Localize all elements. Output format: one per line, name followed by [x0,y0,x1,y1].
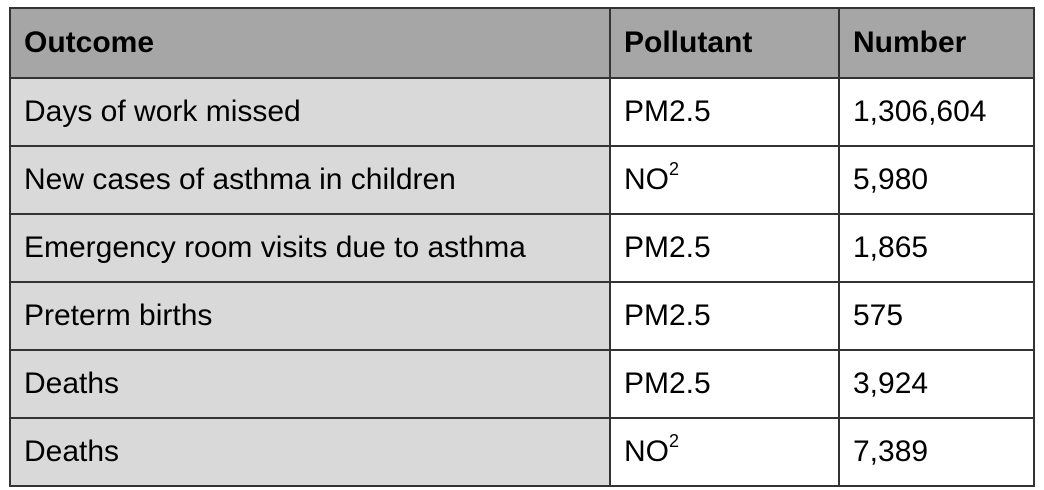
pollutant-text: NO [624,163,669,196]
table-container: Outcome Pollutant Number Days of work mi… [9,7,1035,487]
outcome-cell: Deaths [9,417,611,487]
table-row: Preterm births PM2.5 575 [9,281,1035,351]
pollutant-cell: PM2.5 [609,213,840,283]
number-cell: 5,980 [838,145,1035,215]
number-cell: 575 [838,281,1035,351]
table-row: New cases of asthma in children NO2 5,98… [9,145,1035,215]
pollutant-text: PM2.5 [624,367,711,400]
pollutant-cell: PM2.5 [609,77,840,147]
pollutant-cell: PM2.5 [609,349,840,419]
pollutant-text: PM2.5 [624,299,711,332]
table-row: Deaths NO2 7,389 [9,417,1035,487]
header-row: Outcome Pollutant Number [9,7,1035,79]
pollutant-superscript: 2 [669,159,680,179]
table-header: Outcome Pollutant Number [9,7,1035,79]
pollutant-text: PM2.5 [624,231,711,264]
pollutant-cell: PM2.5 [609,281,840,351]
outcome-cell: Days of work missed [9,77,611,147]
table-body: Days of work missed PM2.5 1,306,604 New … [9,77,1035,487]
outcome-cell: New cases of asthma in children [9,145,611,215]
pollutant-cell: NO2 [609,417,840,487]
outcome-cell: Preterm births [9,281,611,351]
outcome-cell: Emergency room visits due to asthma [9,213,611,283]
table-row: Deaths PM2.5 3,924 [9,349,1035,419]
number-cell: 3,924 [838,349,1035,419]
table-row: Emergency room visits due to asthma PM2.… [9,213,1035,283]
column-header-outcome: Outcome [9,7,611,79]
health-outcomes-table: Outcome Pollutant Number Days of work mi… [9,7,1035,487]
pollutant-cell: NO2 [609,145,840,215]
pollutant-superscript: 2 [669,431,680,451]
outcome-cell: Deaths [9,349,611,419]
pollutant-text: PM2.5 [624,95,711,128]
number-cell: 7,389 [838,417,1035,487]
column-header-number: Number [838,7,1035,79]
table-row: Days of work missed PM2.5 1,306,604 [9,77,1035,147]
number-cell: 1,306,604 [838,77,1035,147]
number-cell: 1,865 [838,213,1035,283]
column-header-pollutant: Pollutant [609,7,840,79]
pollutant-text: NO [624,435,669,468]
